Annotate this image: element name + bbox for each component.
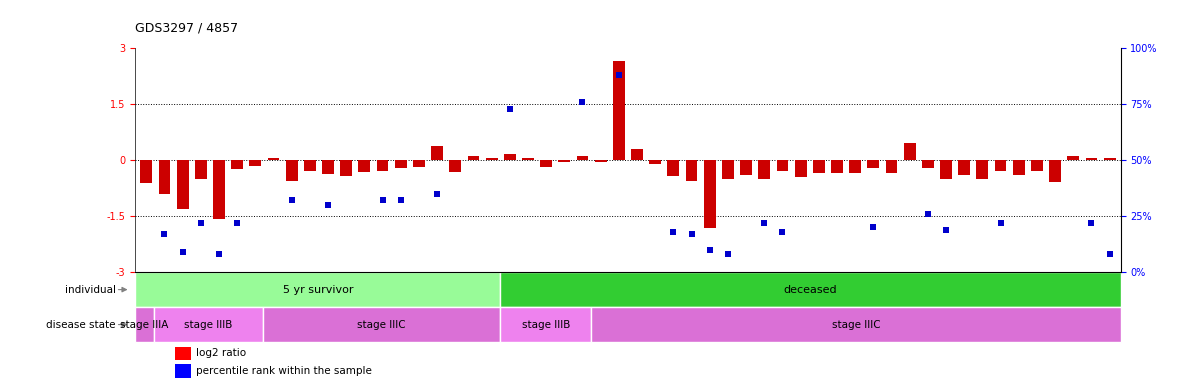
Bar bbox=[231, 160, 242, 169]
Bar bbox=[540, 160, 552, 167]
Bar bbox=[904, 143, 916, 160]
Text: stage IIIB: stage IIIB bbox=[184, 319, 233, 329]
Bar bbox=[885, 160, 897, 173]
Bar bbox=[1013, 160, 1025, 175]
Bar bbox=[831, 160, 843, 173]
Bar bbox=[940, 160, 952, 179]
Text: stage IIIC: stage IIIC bbox=[358, 319, 406, 329]
Bar bbox=[777, 160, 789, 171]
Text: stage IIIA: stage IIIA bbox=[120, 319, 168, 329]
Bar bbox=[667, 160, 679, 176]
Bar bbox=[135, 307, 153, 342]
Bar bbox=[704, 160, 716, 228]
Bar bbox=[577, 156, 588, 160]
Bar bbox=[758, 160, 770, 179]
Bar bbox=[1049, 160, 1060, 182]
Bar bbox=[264, 307, 500, 342]
Bar bbox=[153, 307, 262, 342]
Bar bbox=[686, 160, 698, 180]
Text: stage IIIC: stage IIIC bbox=[832, 319, 880, 329]
Bar bbox=[740, 160, 752, 175]
Bar bbox=[1068, 156, 1079, 160]
Bar bbox=[794, 160, 806, 177]
Bar bbox=[922, 160, 933, 167]
Bar bbox=[995, 160, 1006, 171]
Bar bbox=[977, 160, 989, 179]
Bar bbox=[1085, 158, 1097, 160]
Text: stage IIIB: stage IIIB bbox=[521, 319, 570, 329]
Bar bbox=[958, 160, 970, 175]
Bar bbox=[304, 160, 315, 170]
Bar bbox=[523, 158, 534, 160]
Bar bbox=[359, 160, 371, 172]
Bar bbox=[450, 160, 461, 172]
Bar bbox=[1031, 160, 1043, 171]
Bar bbox=[377, 160, 388, 170]
Text: disease state: disease state bbox=[46, 319, 115, 329]
Text: deceased: deceased bbox=[784, 285, 837, 295]
Bar bbox=[394, 160, 406, 168]
Bar bbox=[504, 154, 516, 160]
Bar bbox=[591, 307, 1121, 342]
Text: percentile rank within the sample: percentile rank within the sample bbox=[197, 366, 372, 376]
Bar bbox=[1104, 158, 1116, 160]
Bar bbox=[631, 149, 643, 160]
Bar bbox=[159, 160, 171, 194]
Bar bbox=[413, 160, 425, 167]
Bar bbox=[722, 160, 733, 179]
Bar bbox=[500, 307, 592, 342]
Bar bbox=[431, 146, 443, 160]
Bar bbox=[467, 156, 479, 160]
Bar bbox=[340, 160, 352, 176]
Bar bbox=[174, 364, 191, 378]
Text: log2 ratio: log2 ratio bbox=[197, 349, 246, 359]
Text: individual: individual bbox=[65, 285, 115, 295]
Bar bbox=[267, 158, 279, 160]
Bar bbox=[135, 272, 500, 307]
Bar bbox=[613, 61, 625, 160]
Bar bbox=[140, 160, 152, 183]
Bar bbox=[322, 160, 334, 174]
Text: 5 yr survivor: 5 yr survivor bbox=[282, 285, 353, 295]
Bar bbox=[174, 347, 191, 360]
Bar bbox=[213, 160, 225, 219]
Text: GDS3297 / 4857: GDS3297 / 4857 bbox=[135, 22, 239, 35]
Bar bbox=[558, 160, 570, 162]
Bar bbox=[500, 272, 1121, 307]
Bar bbox=[813, 160, 825, 173]
Bar bbox=[250, 160, 261, 166]
Bar bbox=[177, 160, 188, 209]
Bar bbox=[286, 160, 298, 180]
Bar bbox=[850, 160, 862, 173]
Bar bbox=[195, 160, 207, 179]
Bar bbox=[867, 160, 879, 167]
Bar bbox=[594, 160, 606, 162]
Bar bbox=[650, 160, 661, 164]
Bar bbox=[486, 158, 498, 160]
